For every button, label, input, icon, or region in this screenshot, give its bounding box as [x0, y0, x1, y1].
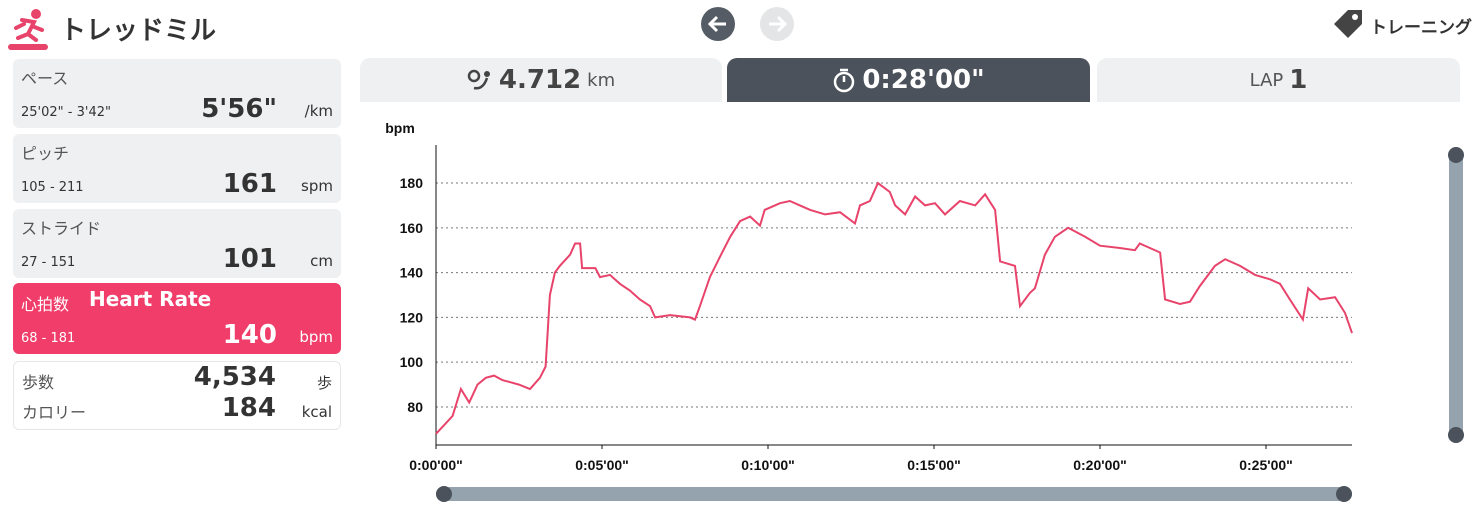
x-range-slider[interactable]: [436, 487, 1352, 501]
nav-arrows[interactable]: [700, 5, 800, 43]
y-tick-label: 140: [400, 265, 424, 281]
tab-label: LAP: [1249, 69, 1284, 91]
x-tick-label: 0:20'00": [1073, 457, 1127, 473]
total-unit: kcal: [301, 403, 332, 421]
route-icon: [467, 69, 490, 90]
metric-value: 101: [222, 244, 277, 274]
total-value: 4,534: [193, 362, 276, 392]
metric-range: 105 - 211: [21, 180, 84, 195]
tag-icon: [1334, 10, 1362, 38]
total-unit: 歩: [316, 374, 332, 392]
metric-unit: spm: [301, 177, 333, 195]
training-link[interactable]: トレーニング: [1370, 18, 1472, 38]
y-tick-label: 120: [400, 309, 424, 325]
metric-value: 5'56": [201, 94, 277, 124]
tab-unit: km: [587, 69, 616, 91]
app-title: トレッドミル: [60, 16, 217, 46]
metric-sublabel: Heart Rate: [89, 287, 212, 311]
tab-value: 0:28'00": [862, 65, 985, 95]
x-tick-label: 0:15'00": [907, 457, 961, 473]
total-label: カロリー: [22, 403, 87, 422]
metric-card: ストライド 27 - 151 101 cm: [13, 209, 341, 278]
y-axis-label: bpm: [385, 120, 415, 136]
metric-value: 140: [222, 320, 277, 350]
time-tab[interactable]: 0:28'00": [727, 58, 1090, 102]
y-tick-label: 160: [400, 220, 424, 236]
metric-label: ペース: [21, 69, 69, 88]
heart-rate-chart: bpm 80 100 120 140 160 180 0:00'00" 0:05'00" 0:1…: [385, 120, 1464, 502]
metric-unit: /km: [304, 102, 333, 120]
lap-tab[interactable]: LAP 1: [1097, 58, 1460, 102]
x-tick-label: 0:05'00": [575, 457, 629, 473]
total-label: 歩数: [22, 373, 55, 392]
x-tick-label: 0:25'00": [1239, 457, 1293, 473]
stopwatch-icon: [834, 68, 855, 93]
metric-unit: cm: [310, 252, 333, 270]
metric-range: 25'02" - 3'42": [21, 105, 111, 120]
slider-handle[interactable]: [1448, 427, 1464, 443]
y-tick-label: 180: [400, 175, 424, 191]
slider-handle[interactable]: [1448, 147, 1464, 163]
slider-handle[interactable]: [1336, 486, 1352, 502]
total-value: 184: [221, 393, 276, 423]
metric-value: 161: [222, 169, 277, 199]
heart-rate-line: [435, 181, 1353, 435]
metric-label: ストライド: [21, 219, 102, 238]
treadmill-icon: [8, 9, 48, 50]
distance-tab[interactable]: 4.712 km: [360, 58, 722, 102]
metric-unit: bpm: [299, 328, 333, 346]
y-range-slider[interactable]: [1449, 147, 1463, 443]
metric-card-active[interactable]: 心拍数 Heart Rate 68 - 181 140 bpm: [13, 283, 341, 354]
x-tick-label: 0:00'00": [409, 457, 463, 473]
metric-label: 心拍数: [21, 295, 70, 314]
metric-range: 68 - 181: [21, 331, 76, 346]
metric-card: ピッチ 105 - 211 161 spm: [13, 134, 341, 203]
tab-value: 1: [1289, 65, 1308, 95]
metric-range: 27 - 151: [21, 255, 76, 270]
x-tick-label: 0:10'00": [741, 457, 795, 473]
totals-card: 歩数 4,534 歩 カロリー 184 kcal: [13, 361, 341, 430]
metric-card: ペース 25'02" - 3'42" 5'56" /km: [13, 59, 341, 128]
tab-value: 4.712: [498, 65, 582, 95]
metric-label: ピッチ: [21, 144, 70, 163]
y-tick-label: 100: [400, 354, 424, 370]
slider-handle[interactable]: [436, 486, 452, 502]
y-tick-label: 80: [407, 399, 423, 415]
